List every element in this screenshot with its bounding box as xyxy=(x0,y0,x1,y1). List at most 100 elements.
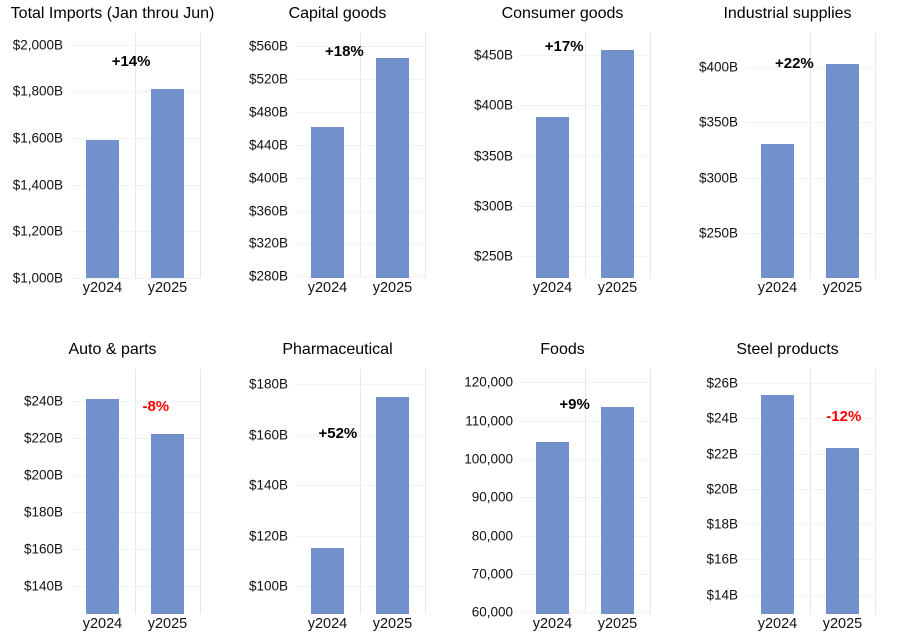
y-axis: $560B $520B $480B $440B $400B $360B $320B $280B xyxy=(225,33,295,284)
chart-body: $26B $24B $22B $20B $18B $16B $14B -12% xyxy=(675,369,900,614)
vertical-gridline xyxy=(875,369,876,614)
y-axis: $180B $160B $140B $120B $100B xyxy=(225,369,295,614)
plot-area: +14% xyxy=(70,33,201,279)
x-axis-label-y2025: y2025 xyxy=(372,280,413,296)
x-axis-label-y2024: y2024 xyxy=(757,280,798,296)
vertical-gridline xyxy=(425,33,426,278)
horizontal-gridline xyxy=(295,536,425,537)
plot-area: +17% xyxy=(520,33,651,278)
chart-panel-2: Capital goods $560B $520B $480B $440B $400B $3… xyxy=(225,0,450,322)
x-axis: y2024 y2025 xyxy=(520,614,650,636)
horizontal-gridline xyxy=(70,91,200,92)
vertical-gridline xyxy=(875,33,876,278)
x-axis: y2024 y2025 xyxy=(70,278,200,300)
y-tick-label: $360B xyxy=(248,203,288,219)
pct-change-label: +52% xyxy=(318,425,358,442)
x-axis: y2024 y2025 xyxy=(70,614,200,636)
x-axis-label-y2024: y2024 xyxy=(82,616,123,632)
horizontal-gridline xyxy=(745,383,875,384)
horizontal-gridline xyxy=(70,438,200,439)
x-axis-label-y2024: y2024 xyxy=(307,616,348,632)
y-tick-label: $140B xyxy=(248,477,288,493)
plot-area: -8% xyxy=(70,369,201,614)
bar-y2024 xyxy=(311,548,344,614)
horizontal-gridline xyxy=(745,524,875,525)
bar-y2025 xyxy=(601,407,634,614)
chart-title: Capital goods xyxy=(288,5,387,22)
x-axis-label-y2024: y2024 xyxy=(532,280,573,296)
vertical-gridline xyxy=(585,369,586,614)
vertical-gridline xyxy=(200,369,201,614)
bar-y2025 xyxy=(151,89,184,278)
chart-body: $450B $400B $350B $300B $250B +17% xyxy=(450,33,675,278)
y-axis: $400B $350B $300B $250B xyxy=(675,33,745,278)
y-tick-label: $350B xyxy=(473,148,513,163)
horizontal-gridline xyxy=(70,401,200,402)
bar-y2025 xyxy=(601,50,634,278)
vertical-gridline xyxy=(360,369,361,614)
y-tick-label: $1,600B xyxy=(12,130,63,146)
x-axis: y2024 y2025 xyxy=(745,614,875,636)
y-tick-label: $24B xyxy=(706,410,738,426)
bar-y2024 xyxy=(311,127,344,278)
vertical-gridline xyxy=(650,369,651,614)
chart-body: 120,000 110,000 100,000 90,000 80,000 70,000 6… xyxy=(450,369,675,620)
y-tick-label: 100,000 xyxy=(464,451,513,467)
chart-title: Consumer goods xyxy=(501,5,624,22)
horizontal-gridline xyxy=(520,55,650,56)
y-tick-label: $480B xyxy=(248,104,288,120)
horizontal-gridline xyxy=(70,512,200,513)
pct-change-label: -8% xyxy=(142,398,170,415)
horizontal-gridline xyxy=(520,105,650,106)
y-tick-label: $350B xyxy=(698,114,738,130)
x-axis-label-y2024: y2024 xyxy=(307,280,348,296)
y-tick-label: $2,000B xyxy=(12,37,63,53)
chart-title: Industrial supplies xyxy=(723,5,852,22)
horizontal-gridline xyxy=(520,612,650,613)
chart-panel-3: Consumer goods $450B $400B $350B $300B $250B +… xyxy=(450,0,675,322)
chart-panel-5: Auto & parts $240B $220B $200B $180B $160B $14… xyxy=(0,322,225,644)
y-tick-label: $400B xyxy=(698,59,738,75)
pct-change-label: +17% xyxy=(544,38,584,55)
y-tick-label: $450B xyxy=(473,47,513,63)
pct-change-label: -12% xyxy=(826,408,862,425)
horizontal-gridline xyxy=(520,382,650,383)
x-axis-label-y2024: y2024 xyxy=(82,280,123,296)
y-tick-label: $300B xyxy=(698,170,738,186)
y-tick-label: $200B xyxy=(23,467,63,483)
vertical-gridline xyxy=(135,369,136,614)
x-axis-label-y2025: y2025 xyxy=(147,616,188,632)
y-axis: $240B $220B $200B $180B $160B $140B xyxy=(0,369,70,614)
y-tick-label: 70,000 xyxy=(471,566,513,582)
vertical-gridline xyxy=(425,369,426,614)
plot-area: +9% xyxy=(520,369,651,614)
horizontal-gridline xyxy=(520,156,650,157)
y-tick-label: $1,000B xyxy=(12,270,63,286)
horizontal-gridline xyxy=(745,454,875,455)
y-tick-label: $14B xyxy=(706,587,738,603)
vertical-gridline xyxy=(360,33,361,278)
bar-y2024 xyxy=(86,140,119,278)
horizontal-gridline xyxy=(295,435,425,436)
x-axis-label-y2025: y2025 xyxy=(822,616,863,632)
bar-y2025 xyxy=(376,58,409,278)
x-axis: y2024 y2025 xyxy=(295,614,425,636)
chart-panel-8: Steel products $26B $24B $22B $20B $18B $16B $1… xyxy=(675,322,900,644)
y-tick-label: $180B xyxy=(23,504,63,520)
horizontal-gridline xyxy=(70,138,200,139)
horizontal-gridline xyxy=(70,586,200,587)
y-tick-label: $140B xyxy=(23,578,63,594)
horizontal-gridline xyxy=(745,233,875,234)
x-axis: y2024 y2025 xyxy=(520,278,650,300)
horizontal-gridline xyxy=(745,178,875,179)
plot-area: +52% xyxy=(295,369,426,614)
x-axis-label-y2025: y2025 xyxy=(597,616,638,632)
horizontal-gridline xyxy=(745,418,875,419)
y-tick-label: 60,000 xyxy=(471,604,513,620)
horizontal-gridline xyxy=(70,231,200,232)
bar-y2025 xyxy=(376,397,409,614)
chart-panel-1: Total Imports (Jan throu Jun) $2,000B $1,8… xyxy=(0,0,225,322)
chart-body: $2,000B $1,800B $1,600B $1,400B $1,200B $1,00… xyxy=(0,33,225,286)
horizontal-gridline xyxy=(745,559,875,560)
